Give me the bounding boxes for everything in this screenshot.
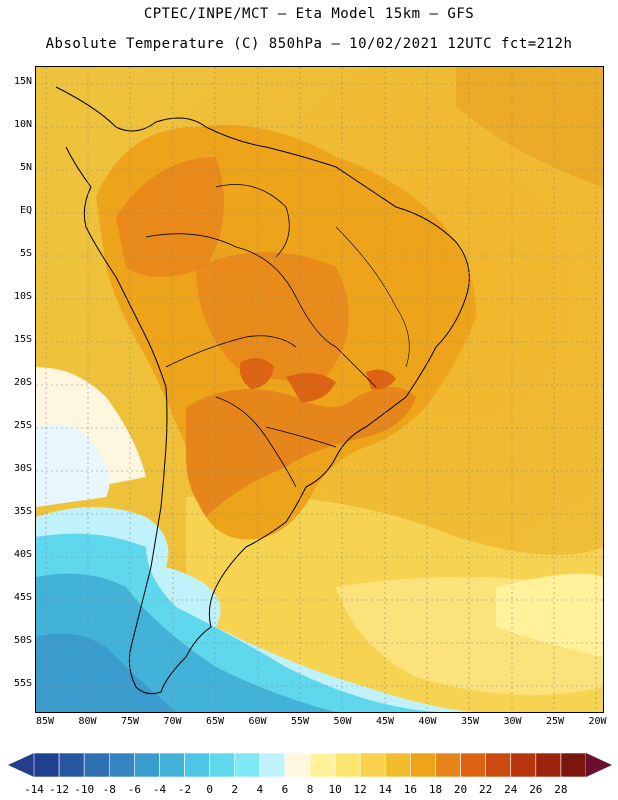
- lon-label: 70W: [163, 716, 182, 727]
- colorbar-segment: [209, 752, 236, 778]
- lat-label: 55S: [13, 678, 32, 689]
- colorbar-tick-label: 16: [403, 783, 417, 796]
- colorbar-segment: [334, 752, 361, 778]
- lon-label: 50W: [333, 716, 352, 727]
- hot-spot-pantanal: [286, 373, 336, 402]
- coastline: [55, 86, 470, 695]
- lon-label: 75W: [120, 716, 140, 727]
- colorbar-low-arrow: [8, 753, 34, 777]
- colorbar-segment: [560, 752, 587, 778]
- chart-title-line1: CPTEC/INPE/MCT – Eta Model 15km – GFS: [143, 6, 475, 22]
- temperature-field-svg: [36, 67, 603, 712]
- colorbar-tick-label: 20: [453, 783, 468, 796]
- lon-label: 55W: [290, 716, 310, 727]
- colorbar-tick-label: 10: [328, 783, 342, 796]
- lat-label: 25S: [13, 420, 32, 431]
- colorbar-tick-label: 12: [353, 783, 367, 796]
- colorbar-tick-label: -12: [49, 783, 70, 796]
- colorbar-segment: [485, 752, 512, 778]
- colorbar-segment: [309, 752, 336, 778]
- lat-label: 45S: [13, 592, 32, 603]
- country-border-1: [145, 233, 377, 388]
- colorbar-segment: [58, 752, 85, 778]
- lon-label: 60W: [248, 716, 267, 727]
- colorbar-segment: [510, 752, 537, 778]
- lat-label: 35S: [13, 506, 32, 517]
- lon-label: 80W: [78, 716, 97, 727]
- colorbar-segment: [410, 752, 436, 778]
- colorbar-tick-label: -10: [74, 783, 95, 796]
- colorbar-segment: [460, 752, 486, 778]
- colorbar-high-arrow: [586, 753, 612, 777]
- colorbar-tick-label: 6: [281, 783, 289, 796]
- amazon-warm-core: [196, 252, 349, 381]
- lat-label: 40S: [13, 549, 32, 560]
- colorbar-tick-label: 26: [529, 783, 543, 796]
- colorbar-segment: [535, 752, 562, 778]
- colorbar-tick-label: -2: [177, 783, 192, 796]
- temperature-map: [35, 66, 604, 713]
- colorbar-segment: [33, 752, 60, 778]
- lon-label: 35W: [460, 716, 480, 727]
- lon-label: 25W: [545, 716, 565, 727]
- lon-label: 20W: [588, 716, 607, 727]
- colorbar-tick-label: 14: [378, 783, 392, 796]
- colorbar-segment: [83, 752, 110, 778]
- lon-label: 65W: [205, 716, 225, 727]
- lon-label: 30W: [503, 716, 522, 727]
- coldest-zone: [36, 633, 176, 712]
- colorbar-tick-label: 22: [479, 783, 493, 796]
- colorbar-tick-label: 24: [504, 783, 518, 796]
- country-border-3: [215, 396, 297, 488]
- colorbar-tick-label: 8: [306, 783, 314, 796]
- lat-label: 10S: [13, 291, 32, 302]
- colorbar-segment: [234, 752, 261, 778]
- lat-label: 20S: [13, 377, 32, 388]
- colorbar-tick-label: -14: [24, 783, 44, 796]
- lat-label: 50S: [13, 635, 32, 646]
- color-scale-bar: [8, 752, 612, 778]
- lon-label: 85W: [35, 716, 55, 727]
- colorbar-tick-label: 2: [231, 783, 239, 796]
- colorbar-tick-label: 18: [428, 783, 443, 796]
- lat-label: 5N: [19, 162, 32, 173]
- colorbar-segment: [435, 752, 461, 778]
- lightest-yellow-zone: [496, 573, 603, 657]
- colorbar-segment: [134, 752, 160, 778]
- country-border-2: [165, 335, 297, 368]
- lat-label: EQ: [19, 205, 32, 216]
- lon-label: 45W: [375, 716, 395, 727]
- pacific-cool-patch: [36, 424, 110, 507]
- colorbar-tick-label: -6: [127, 783, 141, 796]
- colorbar-tick-label: 0: [206, 783, 213, 796]
- lat-label: 15N: [13, 76, 32, 87]
- colorbar-tick-label: 4: [256, 783, 264, 796]
- state-border-1: [335, 226, 410, 368]
- colorbar-segment: [184, 752, 210, 778]
- colorbar-segment: [259, 752, 286, 778]
- country-border-5: [215, 184, 290, 258]
- central-warm-belt: [186, 387, 416, 517]
- lon-label: 40W: [418, 716, 437, 727]
- lat-label: 30S: [13, 463, 32, 474]
- lat-label: 5S: [19, 248, 32, 259]
- colorbar-segment: [159, 752, 185, 778]
- colorbar-segment: [359, 752, 386, 778]
- colorbar-segment: [108, 752, 135, 778]
- colorbar-segment: [284, 752, 311, 778]
- warm-band-north: [456, 67, 603, 187]
- colorbar-tick-label: -8: [102, 783, 116, 796]
- lat-label: 10N: [13, 119, 32, 130]
- lat-label: 15S: [13, 334, 32, 345]
- hot-spot-chaco: [239, 358, 274, 389]
- chart-title-line2: Absolute Temperature (C) 850hPa – 10/02/…: [45, 36, 573, 52]
- country-border-4: [265, 426, 337, 448]
- andes-north-warm: [116, 157, 224, 277]
- colorbar-tick-label: 28: [554, 783, 568, 796]
- argentina-warm-tongue: [186, 454, 226, 507]
- colorbar-segment: [384, 752, 411, 778]
- colorbar-tick-label: -4: [152, 783, 167, 796]
